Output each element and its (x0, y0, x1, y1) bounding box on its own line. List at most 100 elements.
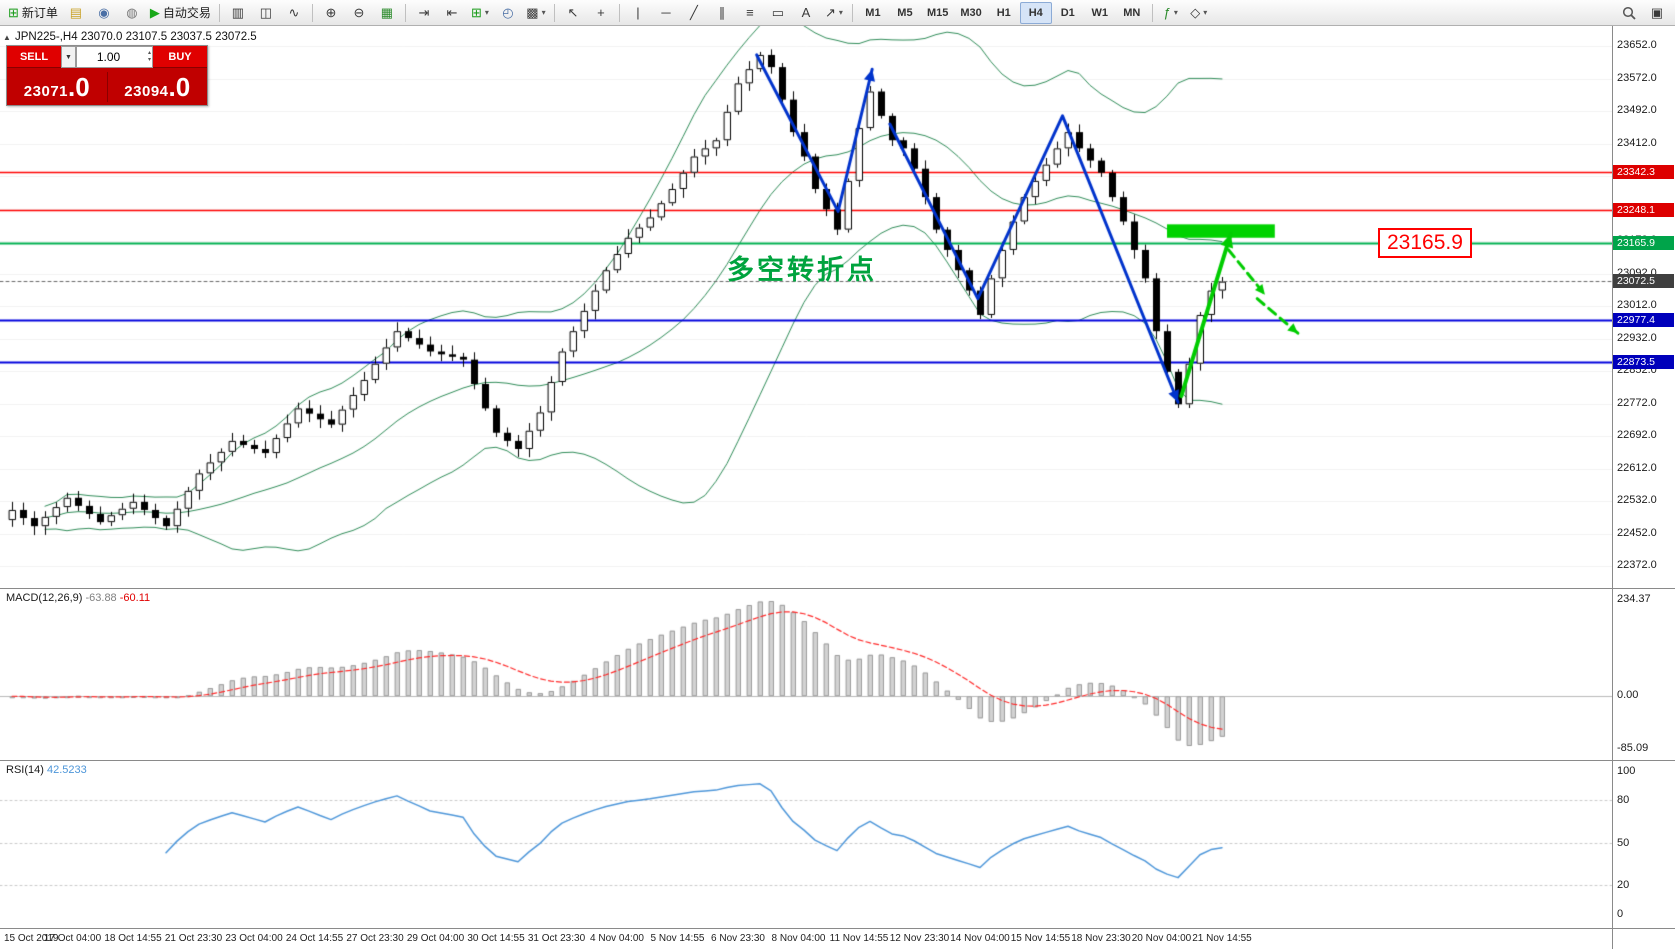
zoom-out-icon[interactable]: ⊖ (353, 5, 365, 20)
panel-collapse-icon[interactable]: ▲ (3, 33, 11, 42)
time-axis-label: 27 Oct 23:30 (346, 933, 404, 944)
horizontal-line-icon[interactable]: ─ (661, 5, 671, 20)
volume-up-icon[interactable]: ▴ (147, 50, 151, 57)
vertical-line-icon[interactable]: | (636, 5, 640, 20)
price-level-badge: 22873.5 (1613, 355, 1674, 370)
price-level-badge: 23072.5 (1613, 274, 1674, 289)
time-axis-label: 4 Nov 04:00 (590, 933, 644, 944)
chart-ohlc-title: JPN225-,H4 23070.0 23107.5 23037.5 23072… (15, 31, 257, 43)
timeframe-m1-button[interactable]: M1 (865, 6, 881, 19)
time-axis-label: 5 Nov 14:55 (650, 933, 705, 944)
rsi-axis-label: 20 (1617, 879, 1630, 892)
time-axis-label: 31 Oct 23:30 (527, 933, 586, 944)
time-axis-label: 17 Oct 04:00 (43, 933, 102, 944)
text-icon[interactable]: A (801, 5, 811, 20)
price-axis-label: 22692.0 (1617, 429, 1657, 441)
rsi-axis-label: 100 (1617, 765, 1636, 777)
timeframe-w1-button[interactable]: W1 (1091, 6, 1109, 19)
timeframe-m5-button[interactable]: M5 (897, 6, 913, 19)
time-axis-label: 15 Oct 2019 (4, 933, 59, 944)
one-click-trading-panel: SELL ▼ ▴ ▾ BUY 23071.0 23094.0 (6, 45, 208, 106)
chart-shift-icon[interactable]: ⇤ (446, 5, 458, 20)
time-axis-label: 18 Nov 23:30 (1071, 933, 1131, 944)
buy-button[interactable]: BUY (153, 46, 207, 68)
rsi-indicator-pane: RSI(14) 42.5233 100 80 50 20 0 (0, 760, 1675, 928)
alerts-icon[interactable]: ◍ (126, 5, 138, 20)
price-axis-label: 22532.0 (1617, 494, 1657, 506)
macd-canvas[interactable] (0, 589, 1613, 760)
autotrading-button[interactable]: ▶ 自动交易 (149, 5, 211, 20)
trendline-icon[interactable]: ╱ (690, 5, 698, 20)
buy-price[interactable]: 23094.0 (124, 71, 191, 102)
price-axis[interactable]: 23652.023572.023492.023412.023332.023252… (1612, 26, 1675, 588)
price-axis-label: 22372.0 (1617, 559, 1657, 571)
search-icon[interactable] (1615, 2, 1643, 24)
fibonacci-icon[interactable]: ≡ (746, 5, 754, 20)
rsi-canvas[interactable] (0, 761, 1613, 928)
auto-scroll-icon[interactable]: ⇥ (418, 5, 430, 20)
price-axis-label: 22452.0 (1617, 526, 1657, 539)
time-axis-label: 14 Nov 04:00 (950, 933, 1010, 944)
macd-axis[interactable]: 234.37 0.00 -85.09 (1612, 589, 1675, 760)
timeframe-m15-button[interactable]: M15 (926, 6, 949, 19)
indicators-icon[interactable]: ƒ ▾ (1163, 5, 1178, 20)
rsi-axis[interactable]: 100 80 50 20 0 (1612, 761, 1675, 928)
charts-folder-icon[interactable]: ▤ (69, 5, 83, 20)
price-level-badge: 22977.4 (1613, 313, 1674, 328)
timeframe-m30-button[interactable]: M30 (960, 6, 982, 19)
macd-indicator-pane: MACD(12,26,9) -63.88 -60.11 234.37 0.00 … (0, 588, 1675, 760)
tile-windows-icon[interactable]: ▦ (380, 5, 394, 20)
time-axis-label: 18 Oct 14:55 (104, 933, 162, 944)
sell-price[interactable]: 23071.0 (23, 71, 90, 102)
line-chart-icon[interactable]: ∿ (288, 5, 300, 20)
volume-down-icon[interactable]: ▾ (147, 57, 151, 63)
new-order-button[interactable]: ⊞ 新订单 (8, 5, 58, 20)
price-level-badge: 23248.1 (1613, 203, 1674, 218)
price-chart-canvas[interactable] (0, 26, 1613, 588)
arrow-tool-icon[interactable]: ↗ ▾ (824, 5, 843, 20)
profiles-icon[interactable]: ◉ (98, 5, 110, 20)
time-axis-label: 21 Nov 14:55 (1192, 933, 1252, 944)
shapes-icon[interactable]: ▭ (771, 5, 785, 20)
volume-input[interactable] (77, 47, 152, 67)
time-axis-label: 29 Oct 04:00 (406, 933, 465, 944)
time-axis-label: 20 Nov 04:00 (1131, 933, 1192, 944)
macd-label: MACD(12,26,9) -63.88 -60.11 (6, 592, 151, 604)
time-axis-label: 6 Nov 23:30 (711, 933, 765, 944)
sell-button[interactable]: SELL (7, 46, 61, 68)
rsi-axis-label: 80 (1617, 793, 1630, 806)
objects-icon[interactable]: ◇ ▾ (1190, 5, 1208, 20)
cursor-icon[interactable]: ↖ (567, 5, 579, 20)
channel-icon[interactable]: ∥ (718, 5, 726, 20)
time-axis-label: 23 Oct 04:00 (225, 933, 283, 944)
timeframe-h1-button[interactable]: H1 (996, 6, 1011, 19)
bar-chart-icon[interactable]: ▥ (231, 5, 245, 20)
time-axis-label: 12 Nov 23:30 (889, 933, 950, 944)
candlestick-chart-icon[interactable]: ◫ (259, 5, 273, 20)
price-axis-label: 22772.0 (1617, 396, 1657, 409)
zoom-in-icon[interactable]: ⊕ (325, 5, 337, 20)
clock-icon[interactable]: ◴ (502, 5, 514, 20)
volume-stepper: ▴ ▾ (148, 47, 151, 67)
price-axis-label: 22612.0 (1617, 461, 1657, 474)
timeframe-h4-button[interactable]: H4 (1019, 1, 1052, 24)
annotation-note-text[interactable]: 多空转折点 (727, 254, 877, 285)
templates-icon[interactable]: ▩ ▾ (526, 5, 546, 20)
crosshair-icon[interactable]: + (597, 5, 605, 20)
time-axis-label: 30 Oct 14:55 (467, 933, 525, 944)
price-divider (106, 71, 108, 102)
new-chart-icon[interactable]: ⊞ ▾ (470, 5, 489, 20)
layout-icon[interactable]: ▣ (1650, 5, 1664, 20)
order-type-dropdown[interactable]: ▼ (61, 46, 76, 68)
timeframe-d1-button[interactable]: D1 (1060, 6, 1075, 19)
price-axis-label: 23572.0 (1617, 71, 1657, 84)
price-axis-label: 22932.0 (1617, 331, 1657, 344)
volume-field: ▴ ▾ (76, 46, 153, 68)
timeframe-mn-button[interactable]: MN (1123, 6, 1141, 19)
time-axis-label: 11 Nov 14:55 (829, 933, 889, 944)
price-axis-label: 23652.0 (1617, 39, 1657, 51)
time-axis-corner (1612, 929, 1675, 949)
time-axis[interactable]: 15 Oct 2019 17 Oct 04:00 18 Oct 14:55 21 Oc… (0, 928, 1675, 949)
price-level-callout[interactable]: 23165.9 (1378, 228, 1472, 259)
